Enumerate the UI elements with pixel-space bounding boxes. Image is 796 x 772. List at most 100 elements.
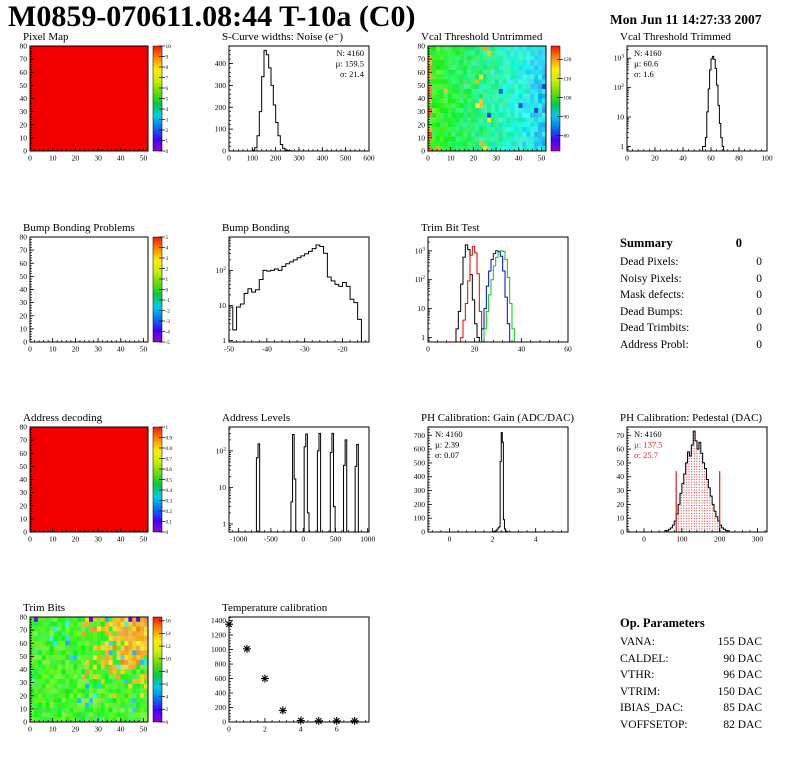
svg-text:N: 4160: N: 4160 [435, 429, 463, 439]
svg-text:30: 30 [94, 345, 102, 354]
svg-text:0.4: 0.4 [166, 488, 173, 494]
svg-text:40: 40 [515, 154, 523, 163]
svg-text:20: 20 [72, 154, 80, 163]
op-parameter-value: 155 DAC [717, 636, 762, 648]
svg-text:40: 40 [518, 345, 526, 354]
svg-text:80: 80 [735, 154, 743, 163]
svg-text:50: 50 [140, 345, 148, 354]
plot-vcal-trimmed: Vcal Threshold Trimmed 0 20 40 60 80 100 1 10 102… [597, 30, 796, 180]
svg-text:4: 4 [299, 725, 303, 734]
svg-text:6: 6 [166, 682, 169, 688]
svg-text:0: 0 [166, 287, 169, 293]
plot-trim-bit-test: Trim Bit Test 0 20 40 60 1 10 102 103 [398, 221, 597, 371]
svg-text:30: 30 [20, 107, 28, 116]
svg-text:4: 4 [534, 535, 538, 544]
summary-row: Mask defects: 0 [620, 287, 762, 304]
svg-text:60: 60 [418, 68, 426, 77]
svg-text:N: 4160: N: 4160 [634, 48, 662, 58]
svg-text:20: 20 [471, 345, 479, 354]
svg-text:-500: -500 [264, 535, 278, 544]
summary-row-value: 0 [756, 272, 762, 285]
svg-text:600: 600 [414, 445, 426, 454]
summary-row-value: 0 [756, 305, 762, 318]
svg-text:50: 50 [20, 272, 28, 281]
svg-text:50: 50 [20, 81, 28, 90]
svg-text:70: 70 [20, 626, 28, 635]
svg-text:700: 700 [414, 431, 426, 440]
svg-text:50: 50 [140, 725, 148, 734]
svg-text:0.1: 0.1 [166, 519, 173, 525]
svg-text:60: 60 [20, 639, 28, 648]
svg-text:300: 300 [752, 535, 764, 544]
svg-text:20: 20 [20, 501, 28, 510]
svg-text:-3: -3 [166, 319, 171, 325]
svg-text:10: 10 [20, 514, 28, 523]
svg-text:40: 40 [117, 535, 125, 544]
op-parameter-row: VTRIM: 150 DAC [620, 684, 762, 701]
summary-row: Dead Pixels: 0 [620, 254, 762, 271]
svg-text:0: 0 [227, 154, 231, 163]
summary-row: Noisy Pixels: 0 [620, 271, 762, 288]
svg-text:40: 40 [117, 154, 125, 163]
svg-text:40: 40 [20, 285, 28, 294]
op-parameter-label: IBIAS_DAC: [620, 702, 684, 714]
svg-text:6: 6 [335, 725, 339, 734]
svg-text:0.2: 0.2 [166, 509, 173, 515]
svg-text:PH Calibration: Pedestal (DAC): PH Calibration: Pedestal (DAC) [620, 412, 762, 424]
svg-text:0: 0 [23, 718, 27, 727]
svg-text:50: 50 [20, 652, 28, 661]
trim-bit-test-chart: Trim Bit Test 0 20 40 60 1 10 102 103 [415, 222, 572, 354]
svg-text:S-Curve widths: Noise (e⁻): S-Curve widths: Noise (e⁻) [222, 31, 343, 43]
svg-text:300: 300 [293, 154, 305, 163]
svg-text:4: 4 [166, 245, 169, 251]
op-parameter-value: 90 DAC [723, 652, 762, 665]
svg-text:N: 4160: N: 4160 [336, 48, 364, 58]
svg-text:30: 30 [418, 107, 426, 116]
svg-text:-30: -30 [300, 345, 310, 354]
svg-text:90: 90 [564, 114, 570, 120]
svg-text:30: 30 [20, 678, 28, 687]
svg-text:-4: -4 [166, 329, 171, 335]
svg-text:50: 50 [617, 458, 625, 467]
summary-heading-label: Summary [620, 236, 673, 250]
svg-text:80: 80 [20, 42, 28, 51]
svg-text:60: 60 [617, 445, 625, 454]
summary-row-label: Mask defects: [620, 289, 685, 301]
svg-text:600: 600 [215, 674, 227, 683]
svg-text:0.6: 0.6 [166, 467, 173, 473]
svg-text:200: 200 [270, 154, 282, 163]
svg-text:-40: -40 [262, 345, 272, 354]
svg-text:10: 10 [219, 301, 227, 310]
svg-text:1200: 1200 [211, 631, 226, 640]
svg-text:50: 50 [140, 154, 148, 163]
ph-pedestal-chart: PH Calibration: Pedestal (DAC)0 100 200 300… [617, 412, 768, 544]
svg-text:1: 1 [222, 336, 226, 345]
svg-text:10: 10 [49, 345, 57, 354]
svg-text:Pixel Map: Pixel Map [23, 31, 69, 43]
plot-address-levels: Address Levels -1000 -500 0 500 1000 1 10 102 [199, 411, 398, 561]
svg-text:600: 600 [363, 154, 375, 163]
svg-text:60: 60 [707, 154, 715, 163]
svg-text:40: 40 [20, 94, 28, 103]
svg-text:0: 0 [28, 725, 32, 734]
svg-text:80: 80 [20, 423, 28, 432]
svg-text:60: 60 [20, 449, 28, 458]
svg-text:70: 70 [20, 55, 28, 64]
svg-text:5: 5 [166, 96, 169, 102]
scurve-noise-chart: S-Curve widths: Noise (e⁻) 0 100 200 300 400 5… [215, 31, 375, 163]
svg-text:300: 300 [414, 486, 426, 495]
svg-text:10: 10 [418, 304, 426, 313]
svg-text:µ: 2.39: µ: 2.39 [435, 440, 459, 450]
plot-ph-pedestal: PH Calibration: Pedestal (DAC) 0 100 200 300… [597, 411, 796, 561]
svg-text:2: 2 [491, 535, 495, 544]
svg-text:100: 100 [414, 514, 426, 523]
svg-text:Bump Bonding: Bump Bonding [222, 222, 290, 234]
svg-text:10: 10 [418, 133, 426, 142]
svg-text:2: 2 [166, 707, 169, 713]
svg-text:30: 30 [617, 486, 625, 495]
svg-text:2: 2 [263, 725, 267, 734]
svg-text:0: 0 [166, 530, 169, 536]
svg-text:800: 800 [215, 660, 227, 669]
plot-vcal-untrimmed: Vcal Threshold Untrimmed 0 10 20 30 40 50 0 10 20… [398, 30, 597, 180]
